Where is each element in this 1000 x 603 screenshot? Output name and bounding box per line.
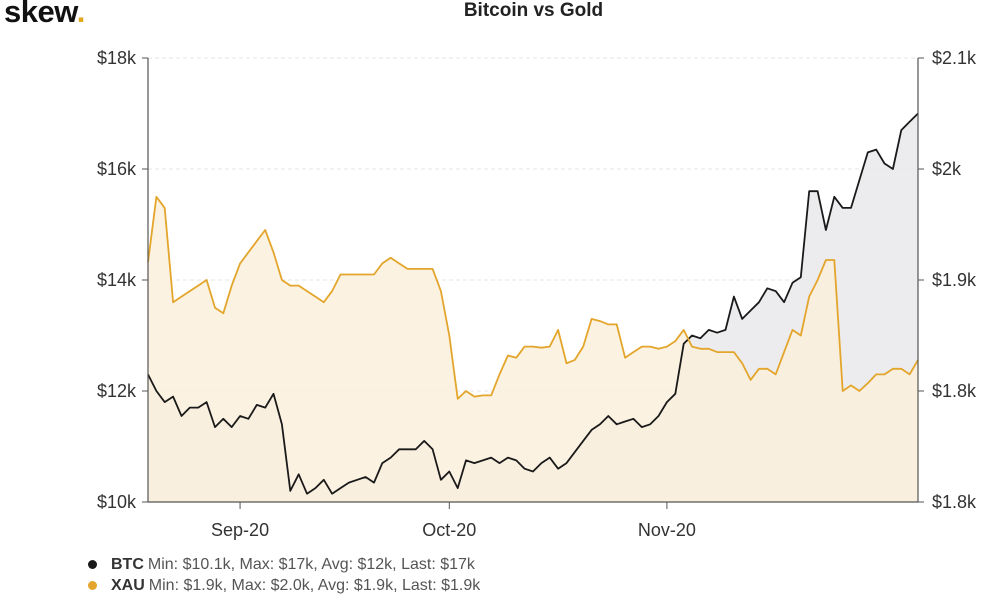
series-lines — [147, 112, 919, 495]
xau-area — [148, 196, 918, 503]
legend-item-xau[interactable]: XAU Min: $1.9k, Max: $2.0k, Avg: $1.9k, L… — [88, 577, 480, 595]
axes — [142, 57, 924, 509]
y-right-tick-label: $1.8k — [932, 492, 977, 512]
y-left-tick-label: $16k — [97, 159, 137, 179]
xau-legend-stats: Min: $1.9k, Max: $2.0k, Avg: $1.9k, Last… — [148, 577, 481, 594]
y-left-tick-label: $12k — [97, 381, 137, 401]
y-left-tick-label: $18k — [97, 48, 137, 68]
y-right-tick-label: $2.1k — [932, 48, 977, 68]
xau-legend-marker — [88, 581, 97, 591]
x-tick-label: Nov-20 — [638, 520, 696, 540]
series-areas — [148, 113, 918, 503]
btc-legend-marker — [88, 560, 97, 570]
y-left-tick-label: $14k — [97, 270, 137, 290]
legend-item-btc[interactable]: BTC Min: $10.1k, Max: $17k, Avg: $12k, La… — [88, 556, 475, 574]
btc-series-line — [147, 112, 919, 495]
y-right-tick-label: $2k — [932, 159, 962, 179]
tick-labels: $18k $16k $14k $12k $10k $2.1k $2k $1.9k $1.8k $1… — [97, 48, 977, 540]
y-left-tick-label: $10k — [97, 492, 137, 512]
x-tick-label: Sep-20 — [211, 520, 269, 540]
xau-legend-name: XAU — [111, 577, 145, 594]
chart-title: Bitcoin vs Gold — [463, 0, 604, 21]
btc-legend-stats: Min: $10.1k, Max: $17k, Avg: $12k, Last:… — [147, 556, 475, 573]
y-right-tick-label: $1.8k — [932, 381, 977, 401]
x-tick-label: Oct-20 — [422, 520, 476, 540]
y-right-tick-label: $1.9k — [932, 270, 977, 290]
btc-legend-name: BTC — [111, 556, 144, 573]
skew-logo: skew. — [4, 0, 85, 29]
xau-series-line — [147, 195, 919, 400]
